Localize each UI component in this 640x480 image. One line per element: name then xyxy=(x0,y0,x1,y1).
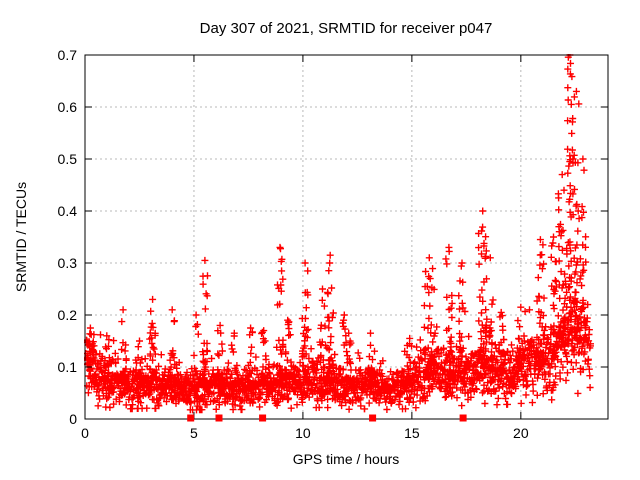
flagged-epoch-square xyxy=(259,414,267,422)
y-tick-label: 0.6 xyxy=(58,99,78,115)
x-tick-label: 20 xyxy=(513,425,529,441)
flagged-epoch-square xyxy=(459,414,467,422)
y-tick-label: 0.3 xyxy=(58,255,78,271)
y-tick-labels: 0 0.1 0.2 0.3 0.4 0.5 0.6 0.7 xyxy=(58,47,78,427)
x-tick-label: 10 xyxy=(295,425,311,441)
y-tick-label: 0.4 xyxy=(58,203,78,219)
scatter-points xyxy=(84,54,594,414)
flagged-epoch-square xyxy=(369,414,377,422)
x-axis-label: GPS time / hours xyxy=(293,451,400,467)
chart-title: Day 307 of 2021, SRMTID for receiver p04… xyxy=(200,20,493,37)
y-tick-label: 0 xyxy=(69,411,77,427)
y-axis-label: SRMTID / TECUs xyxy=(13,182,29,292)
x-tick-label: 15 xyxy=(404,425,420,441)
plot-border xyxy=(84,54,609,420)
x-tick-label: 5 xyxy=(190,425,198,441)
srmtid-plus-markers xyxy=(84,54,594,414)
axis-ticks xyxy=(84,54,608,420)
y-tick-label: 0.5 xyxy=(58,151,78,167)
y-tick-label: 0.7 xyxy=(58,47,78,63)
y-tick-label: 0.1 xyxy=(58,359,78,375)
flagged-epoch-square xyxy=(187,414,195,422)
x-tick-label: 0 xyxy=(81,425,89,441)
y-tick-label: 0.2 xyxy=(58,307,78,323)
flagged-epoch-markers xyxy=(187,414,467,422)
flagged-epoch-square xyxy=(215,414,223,422)
x-tick-labels: 0 5 10 15 20 xyxy=(81,425,529,441)
